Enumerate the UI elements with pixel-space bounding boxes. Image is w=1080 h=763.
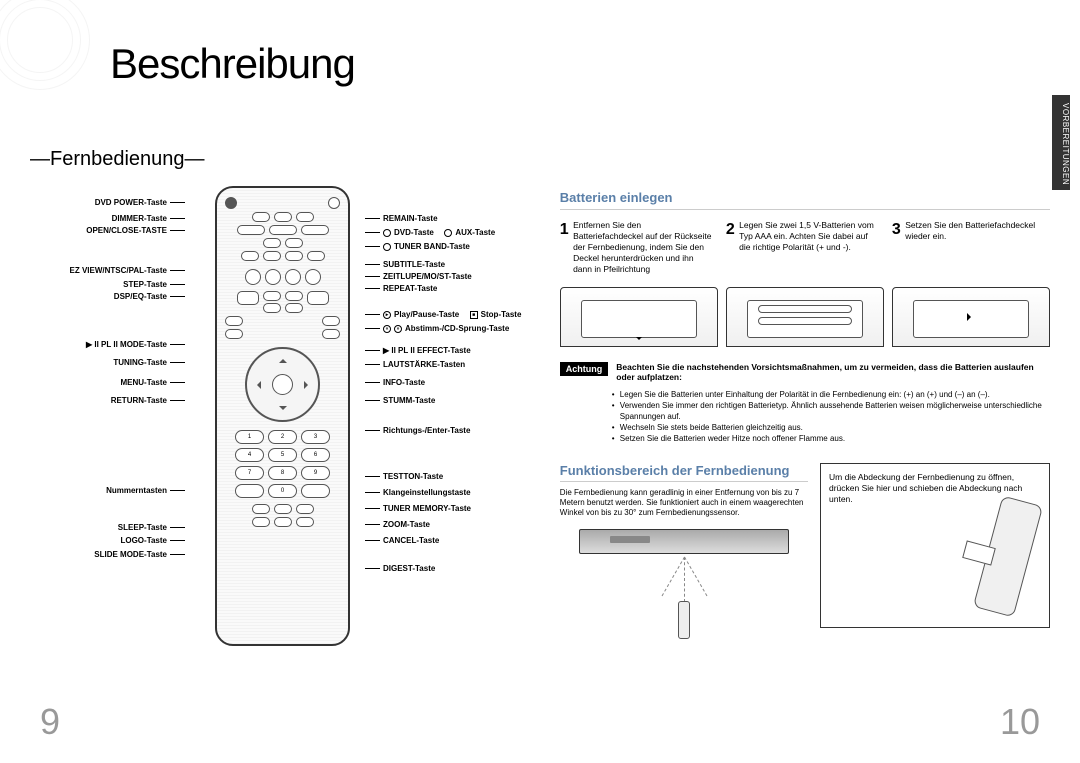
achtung-box: Achtung Beachten Sie die nachstehenden V… [560, 362, 1050, 382]
label-tunermem: TUNER MEMORY-Taste [365, 502, 555, 515]
remote-body: 123 456 789 0 [215, 186, 350, 646]
label-richtung: Richtungs-/Enter-Taste [365, 424, 555, 437]
label-tuning: TUNING-Taste [30, 356, 185, 369]
angle-right-line [661, 556, 684, 595]
label-cancel: CANCEL-Taste [365, 534, 555, 547]
remote-small-icon [678, 601, 690, 639]
battery-steps: 1 Entfernen Sie den Batteriefachdeckel a… [560, 220, 1050, 275]
angle-center-line [684, 557, 685, 602]
battery-step-2: 2 Legen Sie zwei 1,5 V-Batterien vom Typ… [726, 220, 884, 275]
achtung-heading: Beachten Sie die nachstehenden Vorsichts… [616, 362, 1050, 382]
remote-diagram: 123 456 789 0 DVD POWER-Taste DIMMER-Tas… [30, 186, 540, 656]
label-volume: LAUTSTÄRKE-Tasten [365, 358, 555, 371]
label-abstimm: «»Abstimm-/CD-Sprung-Taste [365, 322, 555, 335]
label-nummern: Nummerntasten [30, 484, 185, 497]
sub-title: —Fernbedienung— [30, 148, 1050, 171]
label-open-close: OPEN/CLOSE-TASTE [30, 224, 185, 237]
cover-instruction-box: Um die Abdeckung der Fernbedienung zu öf… [820, 463, 1050, 628]
dvd-angle-diagram [560, 529, 808, 639]
label-pl2effect: ▶ II PL II EFFECT-Taste [365, 344, 555, 357]
achtung-label: Achtung [560, 362, 609, 376]
label-testton: TESTTON-Taste [365, 470, 555, 483]
battery-step-1: 1 Entfernen Sie den Batteriefachdeckel a… [560, 220, 718, 275]
label-digest: DIGEST-Taste [365, 562, 555, 575]
battery-heading: Batterien einlegen [560, 186, 1050, 210]
label-dvd-aux: DVD-Taste AUX-Taste [365, 226, 555, 239]
label-sleep: SLEEP-Taste [30, 521, 185, 534]
battery-diagram-1 [560, 287, 718, 347]
label-playstop: ▸Play/Pause-Taste ■Stop-Taste [365, 308, 555, 321]
label-dspeq: DSP/EQ-Taste [30, 290, 185, 303]
achtung-bullet: Verwenden Sie immer den richtigen Batter… [612, 400, 1050, 422]
label-zoom: ZOOM-Taste [365, 518, 555, 531]
section-tab: VORBEREITUNGEN [1052, 95, 1070, 190]
dvd-player-icon [579, 529, 789, 554]
label-klang: Klangeinstellungstaste [365, 486, 555, 499]
battery-diagram-3 [892, 287, 1050, 347]
label-logo: LOGO-Taste [30, 534, 185, 547]
page-number-left: 9 [40, 701, 60, 743]
label-dvd-power: DVD POWER-Taste [30, 196, 185, 209]
function-range-box: Funktionsbereich der Fernbedienung Die F… [560, 463, 808, 639]
label-remain: REMAIN-Taste [365, 212, 555, 225]
battery-diagrams [560, 287, 1050, 347]
label-tunerband: TUNER BAND-Taste [365, 240, 555, 253]
spiral-decoration [0, 0, 90, 90]
label-return: RETURN-Taste [30, 394, 185, 407]
battery-step-3: 3 Setzen Sie den Batteriefachdeckel wied… [892, 220, 1050, 275]
label-stumm: STUMM-Taste [365, 394, 555, 407]
page-number-right: 10 [1000, 701, 1040, 743]
achtung-bullets: Legen Sie die Batterien unter Einhaltung… [612, 389, 1050, 445]
label-ezview: EZ VIEW/NTSC/PAL-Taste [30, 264, 185, 277]
label-repeat: REPEAT-Taste [365, 282, 555, 295]
func-text: Die Fernbedienung kann geradlinig in ein… [560, 488, 808, 519]
label-info: INFO-Taste [365, 376, 555, 389]
battery-diagram-2 [726, 287, 884, 347]
achtung-bullet: Legen Sie die Batterien unter Einhaltung… [612, 389, 1050, 400]
label-menu: MENU-Taste [30, 376, 185, 389]
func-heading: Funktionsbereich der Fernbedienung [560, 463, 808, 482]
label-slidemode: SLIDE MODE-Taste [30, 548, 185, 561]
achtung-bullet: Setzen Sie die Batterien weder Hitze noc… [612, 433, 1050, 444]
cover-text: Um die Abdeckung der Fernbedienung zu öf… [829, 472, 1022, 504]
page-title: Beschreibung [110, 40, 1050, 88]
label-pl2mode: ▶ II PL II MODE-Taste [30, 338, 185, 351]
achtung-bullet: Wechseln Sie stets beide Batterien gleic… [612, 422, 1050, 433]
angle-left-line [684, 556, 707, 595]
